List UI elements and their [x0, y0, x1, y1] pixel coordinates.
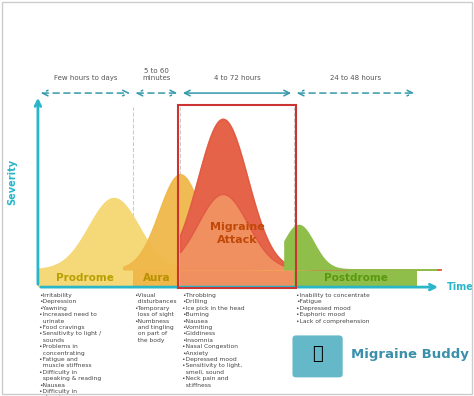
Bar [133, 269, 180, 287]
Text: 👤: 👤 [312, 345, 323, 364]
Text: 5 to 60
minutes: 5 to 60 minutes [142, 68, 171, 81]
Text: •Throbbing
•Drilling
•Ice pick in the head
•Burning
•Nausea
•Vomiting
•Giddiness: •Throbbing •Drilling •Ice pick in the he… [182, 293, 245, 388]
Text: Few hours to days: Few hours to days [54, 75, 117, 81]
Bar [180, 269, 294, 287]
Text: 4 to 72 hours: 4 to 72 hours [214, 75, 260, 81]
Text: Migraine Buddy: Migraine Buddy [351, 348, 469, 361]
Text: Time: Time [447, 282, 474, 292]
Bar [38, 269, 133, 287]
Text: Prodrome: Prodrome [56, 273, 114, 283]
Text: •Irritability
•Depression
•Yawning
•Increased need to
  urinate
•Food cravings
•: •Irritability •Depression •Yawning •Incr… [39, 293, 101, 396]
Text: Severity: Severity [7, 159, 17, 205]
Text: •Inability to concentrate
•Fatigue
•Depressed mood
•Euphoric mood
•Lack of compr: •Inability to concentrate •Fatigue •Depr… [296, 293, 370, 324]
FancyBboxPatch shape [292, 335, 343, 377]
Text: •Visual
  disturbances
•Temporary
  loss of sight
•Numbness
  and tingling
  on : •Visual disturbances •Temporary loss of … [134, 293, 177, 343]
Text: Migraine
Attack: Migraine Attack [210, 223, 264, 245]
Text: Postdrome: Postdrome [324, 273, 387, 283]
Text: Aura: Aura [143, 273, 170, 283]
Bar [294, 269, 417, 287]
Bar [178, 105, 296, 288]
Text: 24 to 48 hours: 24 to 48 hours [330, 75, 381, 81]
